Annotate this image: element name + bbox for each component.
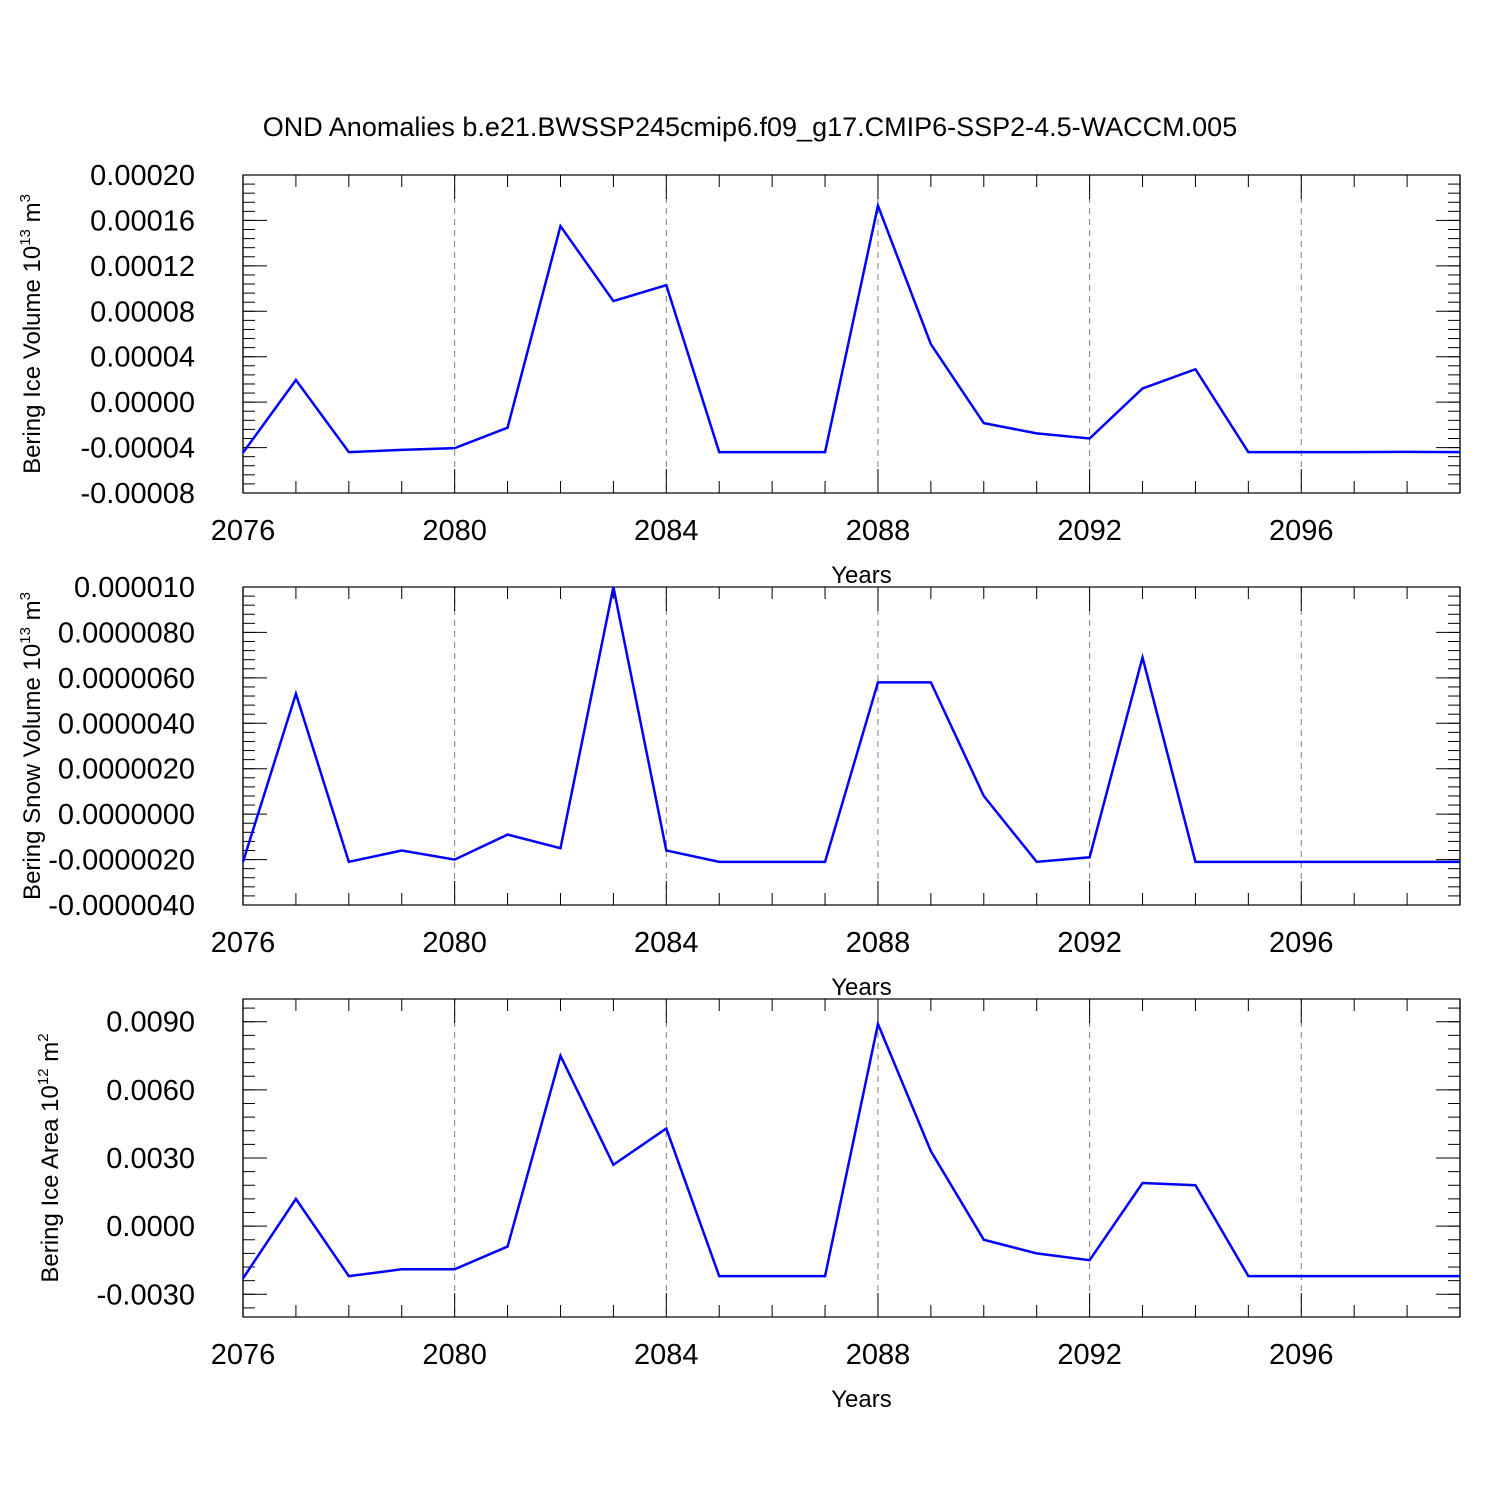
x-tick-label: 2084 [634,1339,699,1371]
x-tick-label: 2076 [211,515,276,547]
x-tick-label: 2088 [846,1339,911,1371]
y-tick-label: 0.0000 [106,1211,195,1243]
series-line [241,1019,1460,1280]
plot-frame [242,586,1461,906]
x-axis-title: Years [831,974,892,1001]
y-tick-label: 0.00016 [90,205,195,237]
y-tick-label: 0.0000040 [58,708,195,740]
x-tick-label: 2076 [211,927,276,959]
y-tick-label: 0.000010 [74,572,195,604]
y-tick-label: 0.00008 [90,296,195,328]
y-axis-title: Bering Ice Area 1012 m2 [35,1033,64,1282]
x-tick-label: 2084 [634,515,699,547]
y-tick-label: -0.00008 [81,478,196,510]
series-line [241,586,1460,864]
y-tick-label: 0.00000 [90,387,195,419]
x-tick-label: 2096 [1269,1339,1334,1371]
x-tick-label: 2084 [634,927,699,959]
y-tick-label: 0.0060 [106,1075,195,1107]
y-tick-label: 0.0030 [106,1143,195,1175]
y-tick-label: 0.00004 [90,342,195,374]
x-tick-label: 2080 [422,927,487,959]
y-tick-label: 0.0000060 [58,663,195,695]
chart-title: OND Anomalies b.e21.BWSSP245cmip6.f09_g1… [263,112,1237,142]
y-tick-label: -0.0000020 [48,845,195,877]
y-tick-label: -0.00004 [81,433,196,465]
x-tick-label: 2080 [422,515,487,547]
x-tick-label: 2096 [1269,515,1334,547]
x-tick-label: 2092 [1057,515,1122,547]
y-tick-label: -0.0030 [97,1279,195,1311]
y-axis-title: Bering Snow Volume 1013 m3 [17,592,46,900]
x-axis-title: Years [831,1386,892,1413]
y-tick-label: 0.00020 [90,160,195,192]
y-tick-label: 0.0000080 [58,617,195,649]
chart-panel-1: 2076 2080 2084 2088 2092 2096 Years -0.00008 -0.… [17,160,1461,589]
x-axis-title: Years [831,562,892,589]
x-tick-label: 2088 [846,515,911,547]
x-tick-label: 2088 [846,927,911,959]
x-tick-label: 2076 [211,1339,276,1371]
chart-panel-3: 2076 2080 2084 2088 2092 2096 Years -0.0030 0.00… [35,998,1461,1413]
y-tick-label: 0.00012 [90,251,195,283]
y-tick-label: -0.0000040 [48,890,195,922]
y-tick-label: 0.0000020 [58,754,195,786]
x-tick-label: 2092 [1057,927,1122,959]
y-axis-title: Bering Ice Volume 1013 m3 [17,194,46,474]
series-line [241,201,1461,454]
x-tick-label: 2096 [1269,927,1334,959]
chart-panels: 2076 2080 2084 2088 2092 2096 Years -0.00008 -0.… [17,160,1461,1413]
x-tick-label: 2080 [422,1339,487,1371]
y-tick-label: 0.0090 [106,1007,195,1039]
chart-panel-2: 2076 2080 2084 2088 2092 2096 Years -0.0000040 -… [17,572,1461,1001]
y-tick-label: 0.0000000 [58,799,195,831]
x-tick-label: 2092 [1057,1339,1122,1371]
